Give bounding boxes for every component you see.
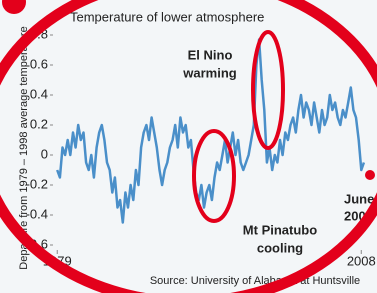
y-tick-label: 0.6 (30, 56, 48, 71)
page: Temperature of lower atmosphere Departur… (0, 0, 377, 293)
source: Source: University of Alabama at Huntsvi… (150, 275, 360, 287)
y-tick-label: -0.2 (26, 176, 48, 191)
annotation: Mt Pinatubo (243, 222, 317, 237)
y-tick-label: 0.4 (30, 86, 48, 101)
chart-title: Temperature of lower atmosphere (70, 9, 264, 24)
annotation: warming (182, 65, 237, 80)
annotation: June (344, 191, 374, 206)
y-tick-label: 0.2 (30, 116, 48, 131)
y-tick-label: -0.4 (26, 206, 48, 221)
x-tick-label: 2008 (347, 253, 376, 268)
y-tick-label: 0 (41, 146, 48, 161)
chart: Temperature of lower atmosphere Departur… (0, 0, 377, 293)
annotation: El Nino (188, 47, 233, 62)
annotation: cooling (257, 240, 303, 255)
marker-dot (365, 170, 375, 180)
